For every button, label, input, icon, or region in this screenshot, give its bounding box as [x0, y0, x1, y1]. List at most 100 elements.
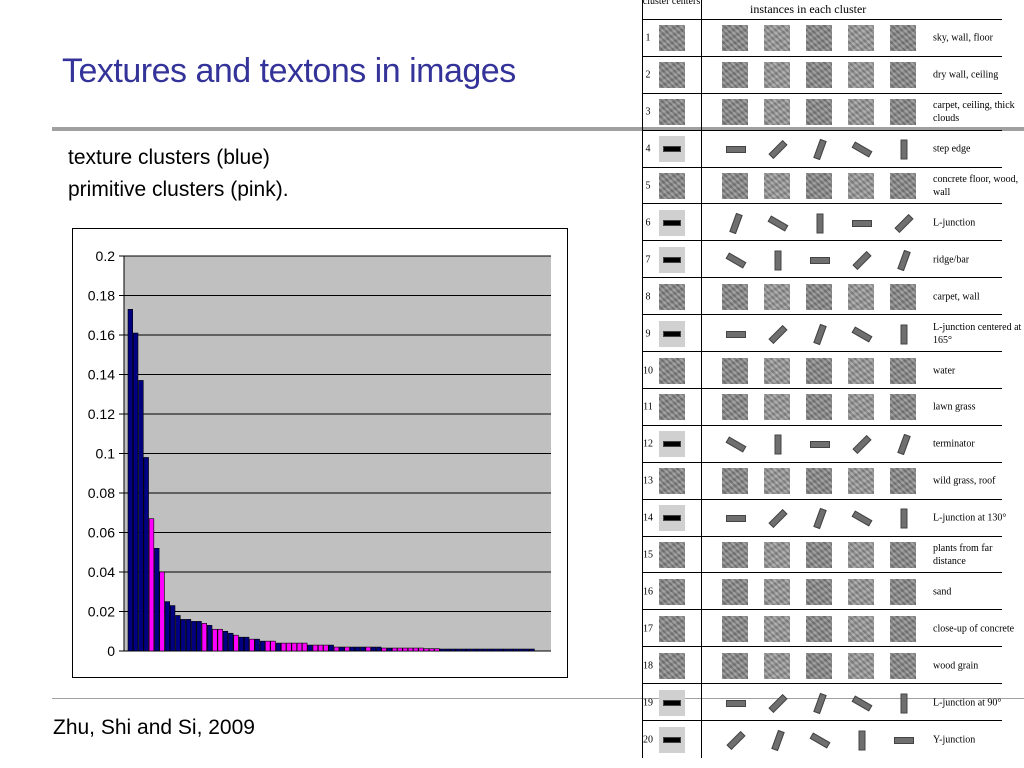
y-tick-label: 0.12 — [88, 406, 115, 422]
cluster-number: 13 — [642, 476, 654, 487]
cluster-number: 19 — [642, 697, 654, 708]
instance-primitive — [764, 321, 790, 347]
primitive-glyph — [901, 140, 908, 160]
instance-primitive — [848, 210, 874, 236]
bar-primitive — [398, 648, 403, 651]
bar-primitive — [324, 645, 329, 651]
cluster-center-patch — [659, 468, 685, 494]
cluster-label: plants from far distance — [933, 542, 1023, 568]
primitive-glyph — [771, 729, 784, 750]
cluster-center-patch — [659, 321, 685, 347]
instance-primitive — [848, 690, 874, 716]
cluster-number: 14 — [642, 513, 654, 524]
cluster-center-patch — [659, 579, 685, 605]
primitive-glyph — [810, 732, 831, 748]
instance-patch — [890, 358, 916, 384]
instance-primitive — [764, 210, 790, 236]
bar-texture — [339, 647, 344, 651]
table-row: 4 step edge — [642, 131, 1024, 168]
cluster-center-patch — [659, 616, 685, 642]
instance-patch — [722, 542, 748, 568]
primitive-glyph — [901, 693, 908, 713]
instance-patch — [806, 358, 832, 384]
instance-primitive — [722, 505, 748, 531]
instance-patch — [848, 616, 874, 642]
cluster-center-patch — [659, 62, 685, 88]
bar-texture — [191, 621, 196, 651]
cluster-label: concrete floor, wood, wall — [933, 173, 1023, 199]
bar-texture — [308, 645, 313, 651]
primitive-glyph — [726, 700, 746, 707]
bar-primitive — [413, 648, 418, 651]
instance-patch — [890, 284, 916, 310]
instance-patch — [848, 99, 874, 125]
primitive-glyph — [894, 737, 914, 744]
cluster-number: 10 — [642, 365, 654, 376]
instance-patch — [722, 653, 748, 679]
instance-primitive — [722, 210, 748, 236]
cluster-table: cluster centers instances in each cluste… — [642, 0, 1024, 768]
cluster-number: 7 — [642, 254, 654, 265]
y-tick-label: 0.08 — [88, 485, 115, 501]
primitive-glyph — [901, 324, 908, 344]
bar-primitive — [292, 643, 297, 651]
cluster-number: 12 — [642, 439, 654, 450]
cluster-label: sand — [933, 585, 1023, 598]
primitive-glyph — [810, 441, 830, 448]
bar-primitive — [302, 643, 307, 651]
cluster-label: terminator — [933, 438, 1023, 451]
instance-primitive — [806, 431, 832, 457]
primitive-glyph — [852, 220, 872, 227]
bar-texture — [355, 647, 360, 651]
primitive-glyph — [810, 257, 830, 264]
instance-patch — [890, 394, 916, 420]
y-tick-label: 0.02 — [88, 604, 115, 620]
cluster-label: L-junction at 90° — [933, 696, 1023, 709]
instance-patch — [806, 653, 832, 679]
instance-patch — [764, 284, 790, 310]
table-row: 20 Y-junction — [642, 721, 1024, 758]
primitive-glyph — [726, 331, 746, 338]
bar-primitive — [419, 648, 424, 651]
bar-primitive — [408, 648, 413, 651]
table-row: 12 terminator — [642, 426, 1024, 463]
instance-primitive — [806, 321, 832, 347]
cluster-number: 17 — [642, 623, 654, 634]
instance-primitive — [722, 321, 748, 347]
bar-texture — [244, 637, 249, 651]
bar-texture — [493, 649, 498, 651]
primitive-glyph — [817, 213, 824, 233]
instance-patch — [806, 394, 832, 420]
cluster-label: step edge — [933, 143, 1023, 156]
primitive-glyph — [663, 737, 681, 743]
cluster-center-patch — [659, 136, 685, 162]
cluster-number: 9 — [642, 328, 654, 339]
instance-patch — [806, 173, 832, 199]
primitive-glyph — [726, 515, 746, 522]
instance-patch — [722, 468, 748, 494]
bar-texture — [445, 649, 450, 651]
bar-texture — [466, 649, 471, 651]
table-row: 11 lawn grass — [642, 389, 1024, 426]
instance-patch — [722, 616, 748, 642]
bar-texture — [450, 649, 455, 651]
bar-texture — [519, 649, 524, 651]
histogram-svg: 00.020.040.060.080.10.120.140.160.180.2 — [73, 229, 567, 677]
cluster-center-patch — [659, 173, 685, 199]
table-row: 19 L-junction at 90° — [642, 684, 1024, 721]
instance-patch — [848, 653, 874, 679]
cluster-center-patch — [659, 431, 685, 457]
bar-texture — [477, 649, 482, 651]
cluster-center-patch — [659, 690, 685, 716]
table-row: 5 concrete floor, wood, wall — [642, 168, 1024, 205]
bar-texture — [387, 648, 392, 651]
bar-primitive — [392, 648, 397, 651]
instance-patch — [764, 542, 790, 568]
cluster-label: ridge/bar — [933, 253, 1023, 266]
cluster-label: close-up of concrete — [933, 622, 1023, 635]
bar-texture — [440, 649, 445, 651]
bar-texture — [498, 649, 503, 651]
instance-patch — [806, 579, 832, 605]
instance-primitive — [848, 321, 874, 347]
instance-primitive — [764, 136, 790, 162]
